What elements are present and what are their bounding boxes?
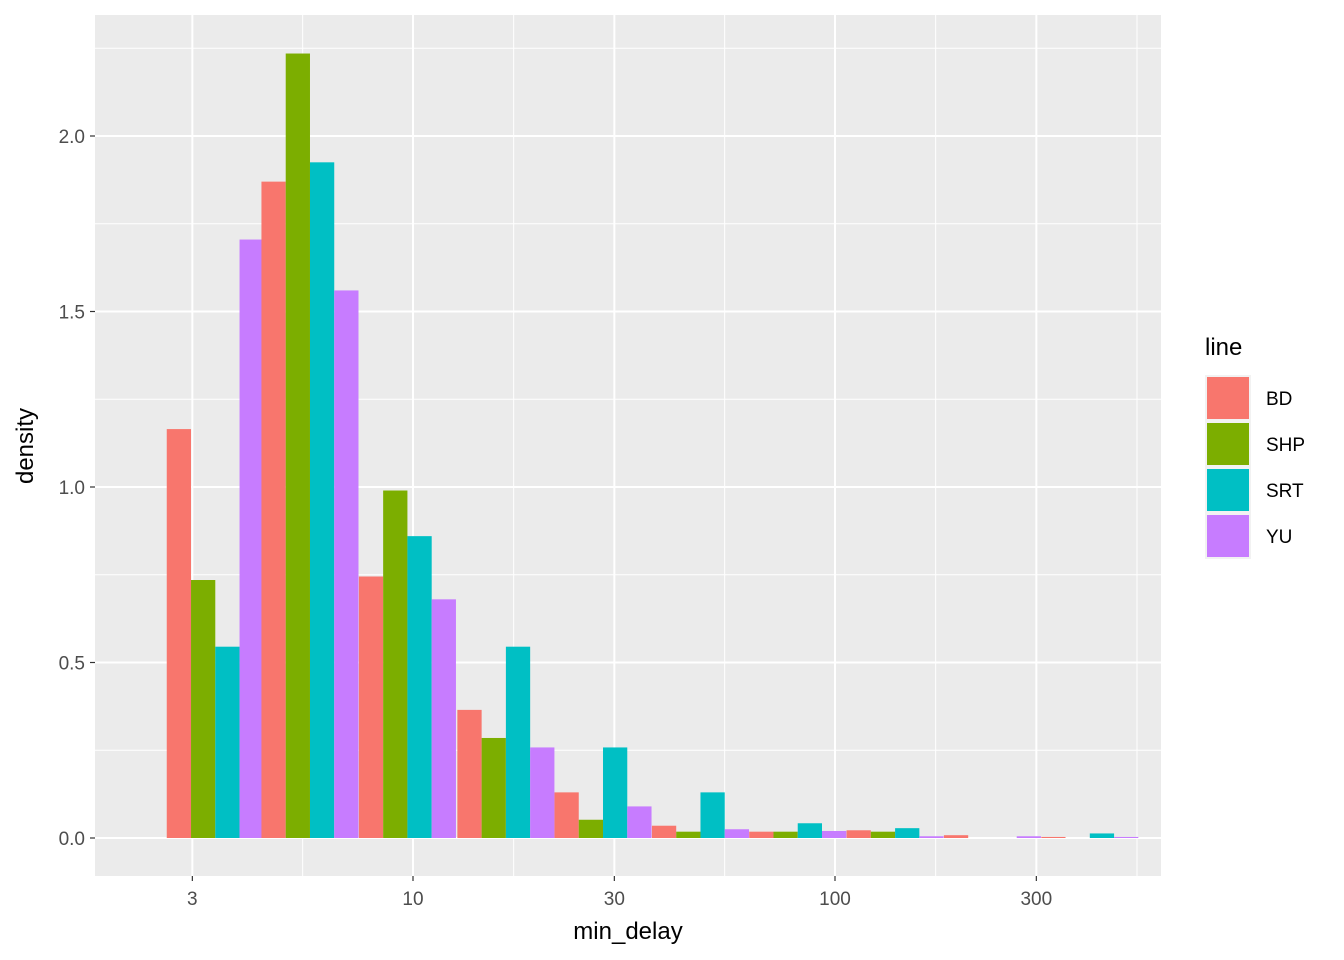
bar-bd <box>358 576 384 838</box>
bar-yu <box>919 836 944 838</box>
bar-bd <box>846 830 871 838</box>
bar-bd <box>651 825 677 838</box>
bar-yu <box>530 747 555 838</box>
legend-label-bd: BD <box>1266 389 1292 410</box>
bars <box>166 53 1139 839</box>
bar-shp <box>578 819 603 838</box>
axes: 3 10 30 100 300 0.0 0.5 1.0 1.5 2.0 <box>59 127 1053 910</box>
bar-srt <box>407 536 432 838</box>
y-tick-label: 1.5 <box>59 303 85 324</box>
bar-bd <box>749 831 774 838</box>
bar-yu <box>239 239 264 839</box>
bar-bd <box>943 835 969 838</box>
bar-bd <box>457 709 482 838</box>
x-tick-label: 300 <box>1020 889 1052 910</box>
bar-shp <box>191 580 216 838</box>
bar-yu <box>822 830 847 838</box>
bar-srt <box>1089 833 1115 838</box>
bar-srt <box>603 747 628 838</box>
bar-shp <box>285 53 310 838</box>
x-axis-title: min_delay <box>573 918 682 945</box>
bar-bd <box>1041 836 1066 838</box>
legend-key-bd <box>1207 377 1249 419</box>
y-tick-label: 2.0 <box>59 127 85 148</box>
bar-shp <box>383 490 408 838</box>
y-axis-title: density <box>12 408 39 484</box>
x-tick-label: 3 <box>187 889 198 910</box>
x-tick-label: 100 <box>819 889 851 910</box>
x-tick-label: 30 <box>604 889 625 910</box>
bar-srt <box>309 162 335 838</box>
y-tick-label: 0.0 <box>59 829 85 850</box>
bar-yu <box>431 599 456 838</box>
bar-yu <box>627 806 652 838</box>
y-tick-label: 0.5 <box>59 654 85 675</box>
legend-label-srt: SRT <box>1266 481 1304 502</box>
bar-yu <box>334 290 359 838</box>
y-tick-label: 1.0 <box>59 478 85 499</box>
bar-bd <box>261 181 286 838</box>
legend: line BD SHP SRT YU <box>1205 334 1305 559</box>
bar-shp <box>773 831 798 838</box>
bar-bd <box>554 792 579 838</box>
bar-shp <box>481 737 506 838</box>
bar-srt <box>797 823 822 838</box>
bar-srt <box>700 792 725 838</box>
legend-key-shp <box>1207 423 1249 465</box>
bar-shp <box>676 831 701 838</box>
bar-yu <box>1114 836 1139 838</box>
legend-title: line <box>1205 334 1242 361</box>
bar-srt <box>505 646 531 838</box>
x-tick-label: 10 <box>402 889 423 910</box>
bar-yu <box>724 829 750 838</box>
bar-bd <box>166 429 192 838</box>
legend-label-shp: SHP <box>1266 435 1305 456</box>
bar-yu <box>1016 836 1041 838</box>
legend-key-srt <box>1207 469 1249 511</box>
legend-key-yu <box>1207 515 1249 557</box>
bar-srt <box>215 646 240 838</box>
bar-shp <box>870 831 896 838</box>
legend-label-yu: YU <box>1266 527 1292 548</box>
bar-srt <box>895 828 920 838</box>
